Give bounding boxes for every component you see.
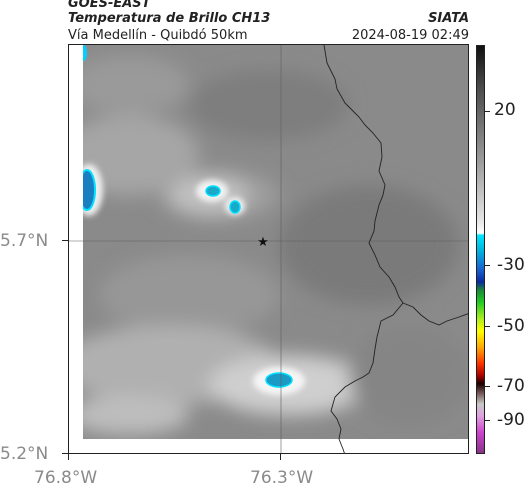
colorbar-label: -50: [497, 316, 525, 336]
cold-cloud-top: [229, 200, 241, 214]
colorbar-tick: [485, 326, 490, 327]
latitude-label: 5.7°N: [0, 231, 49, 251]
location-star-marker: ★: [257, 235, 269, 250]
product-title: Temperatura de Brillo CH13: [68, 11, 271, 26]
datetime-label: 2024-08-19 02:49: [351, 28, 469, 43]
colorbar: [476, 45, 485, 454]
organization-label: SIATA: [428, 11, 469, 26]
colorbar-tick: [485, 420, 490, 421]
cold-cloud-top: [265, 372, 293, 388]
cold-cloud-top: [205, 185, 221, 197]
colorbar-label: 20: [494, 100, 516, 120]
colorbar-label: -30: [497, 255, 525, 275]
x-tick: [68, 454, 69, 460]
latitude-label: 5.2°N: [0, 444, 49, 464]
border-line: [402, 302, 468, 326]
longitude-label: 76.3°W: [250, 468, 314, 488]
y-tick: [62, 453, 68, 454]
cold-cloud-top: [83, 45, 87, 61]
colorbar-label: -90: [497, 410, 525, 430]
colorbar-tick: [485, 111, 490, 112]
x-tick: [280, 454, 281, 460]
border-line: [323, 45, 404, 453]
brightness-temperature-image: ★: [69, 45, 468, 453]
region-label: Vía Medellín - Quibdó 50km: [68, 28, 248, 43]
longitude-label: 76.8°W: [34, 468, 98, 488]
colorbar-tick: [485, 265, 490, 266]
satellite-map: ★: [68, 44, 469, 454]
colorbar-label: -70: [497, 376, 525, 396]
cold-cloud-top: [83, 169, 96, 211]
satellite-title: GOES-EAST: [68, 0, 151, 11]
y-tick: [62, 240, 68, 241]
colorbar-tick: [485, 386, 490, 387]
